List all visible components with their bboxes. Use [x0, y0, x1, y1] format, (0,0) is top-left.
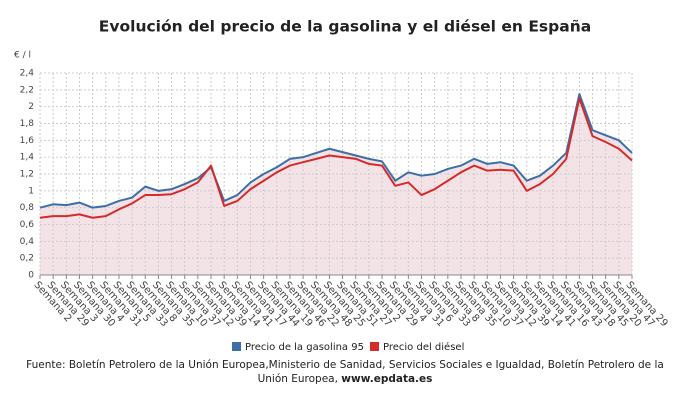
- line: [39, 97, 633, 219]
- line: [39, 93, 633, 209]
- chart-title: Evolución del precio de la gasolina y el…: [99, 18, 591, 36]
- legend-label: Precio del diésel: [383, 341, 464, 353]
- y-tick-label: 2,2: [20, 85, 34, 95]
- y-tick-label: 1,4: [20, 153, 35, 163]
- y-tick-label: 2: [28, 102, 34, 112]
- y-tick-label: 0,4: [20, 237, 35, 247]
- source-link: www.epdata.es: [341, 373, 433, 385]
- area: [40, 94, 632, 276]
- y-axis-label: € / l: [14, 51, 31, 61]
- y-tick-label: 0,2: [20, 254, 34, 264]
- y-tick-label: 1: [28, 186, 34, 196]
- y-tick-label: 1,8: [20, 119, 35, 129]
- y-tick-label: 1,6: [20, 136, 35, 146]
- source: Fuente: Boletín Petrolero de la Unión Eu…: [20, 358, 670, 386]
- y-tick-label: 2,4: [20, 69, 35, 79]
- y-tick-label: 0: [28, 271, 34, 281]
- y-tick-label: 1,2: [20, 170, 34, 180]
- source-text: Fuente: Boletín Petrolero de la Unión Eu…: [26, 359, 664, 385]
- legend-swatch: [232, 342, 241, 351]
- legend-swatch: [370, 342, 379, 351]
- y-tick-label: 0,8: [20, 203, 35, 213]
- y-tick-label: 0,6: [20, 220, 35, 230]
- legend-label: Precio de la gasolina 95: [245, 342, 364, 353]
